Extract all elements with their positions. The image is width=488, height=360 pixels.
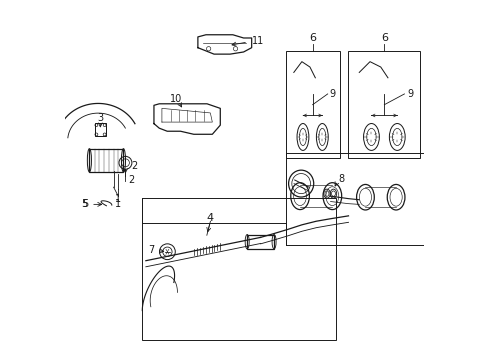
Text: 2: 2 (131, 161, 138, 171)
Bar (89, 149, 123, 172)
Bar (142, 198, 335, 339)
Text: 8: 8 (338, 174, 344, 184)
Text: 7: 7 (147, 244, 154, 255)
Bar (285, 51, 339, 158)
Text: 6: 6 (380, 33, 387, 43)
Text: 9: 9 (407, 89, 412, 99)
Text: 10: 10 (169, 94, 182, 104)
Text: 5: 5 (82, 199, 88, 210)
Text: 1: 1 (115, 199, 121, 209)
Bar (285, 153, 423, 244)
Text: 6: 6 (308, 33, 315, 43)
Text: 1: 1 (115, 194, 121, 204)
Text: 2: 2 (128, 175, 134, 185)
Text: 5: 5 (81, 199, 87, 210)
Bar (348, 51, 419, 158)
Bar (247, 234, 274, 249)
Text: 9: 9 (329, 89, 335, 99)
Text: 3: 3 (97, 113, 103, 123)
Text: 4: 4 (206, 213, 214, 222)
Text: 11: 11 (251, 36, 264, 46)
